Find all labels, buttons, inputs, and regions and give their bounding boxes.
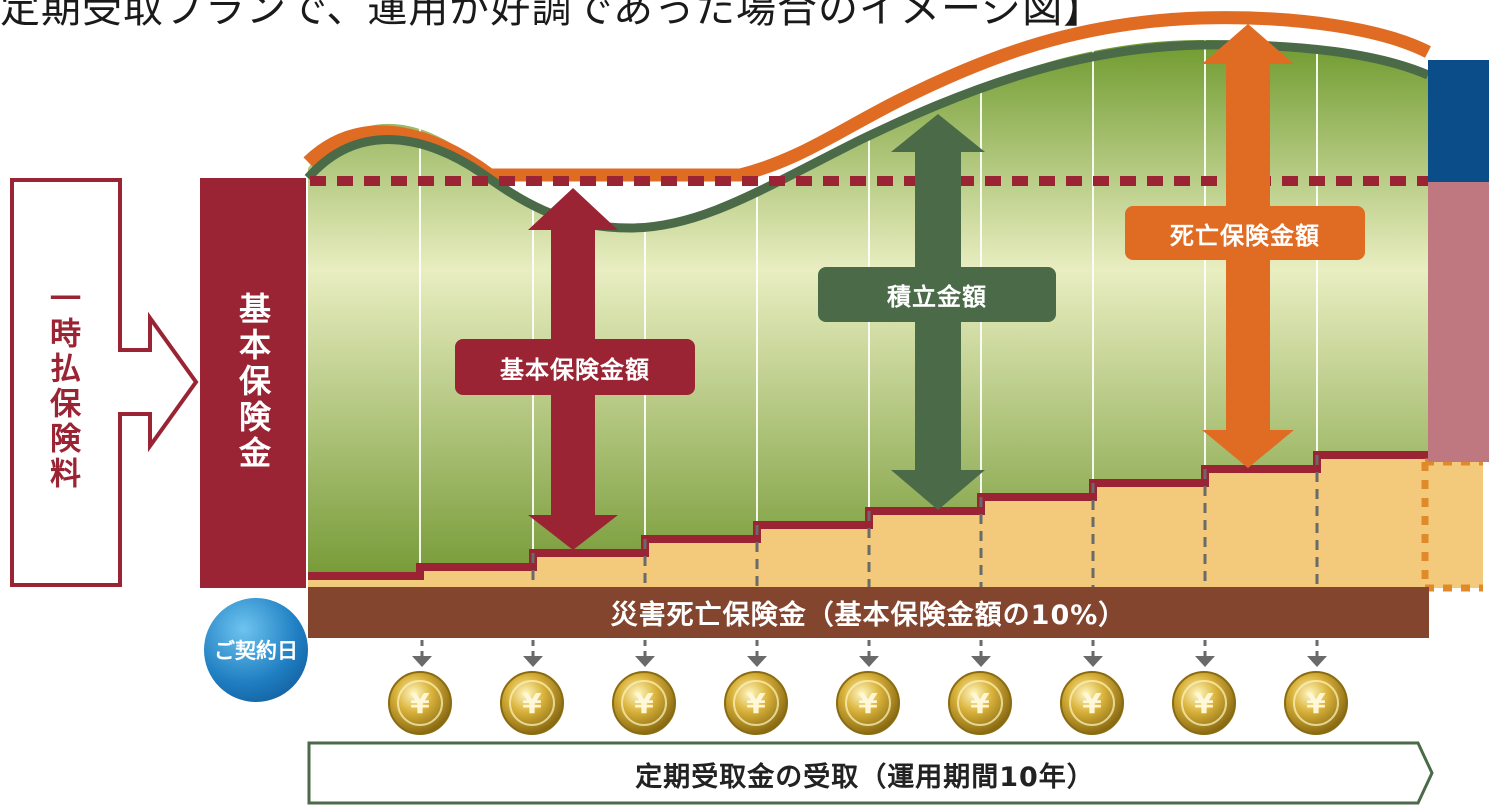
- basic-insurance-block: [200, 178, 306, 588]
- page-title: 定期受取プランで、運用が好調であった場合のイメージ図】: [0, 0, 1105, 32]
- receipt-arrow: [307, 741, 1434, 805]
- svg-text:¥: ¥: [410, 687, 430, 720]
- svg-text:¥: ¥: [522, 687, 542, 720]
- accidental-death-benefit-bar: 災害死亡保険金（基本保険金額の10%）: [308, 587, 1429, 638]
- svg-text:¥: ¥: [858, 687, 878, 720]
- single-premium-label: 一時払保険料: [44, 282, 80, 492]
- periodic-receipt-label: 定期受取金の受取（運用期間10年）: [635, 761, 1095, 793]
- basic-insurance-label: 基本保険金: [234, 292, 272, 472]
- dashed-down-arrow-icon: [412, 640, 1327, 667]
- right-blue-block: [1428, 60, 1489, 182]
- svg-text:¥: ¥: [1082, 687, 1102, 720]
- right-pink-block: [1428, 182, 1489, 462]
- yen-coin-icon: ¥ ¥ ¥ ¥ ¥ ¥ ¥: [388, 671, 1348, 735]
- svg-text:¥: ¥: [1306, 687, 1326, 720]
- single-premium-arrow: [10, 178, 199, 587]
- death-benefit-amount-label: 死亡保険金額: [1125, 206, 1365, 260]
- contract-date-badge: ご契約日: [204, 598, 308, 702]
- svg-text:¥: ¥: [1194, 687, 1214, 720]
- svg-text:¥: ¥: [634, 687, 654, 720]
- svg-text:¥: ¥: [970, 687, 990, 720]
- reserve-amount-label: 積立金額: [818, 267, 1056, 322]
- svg-text:¥: ¥: [746, 687, 766, 720]
- basic-insurance-amount-label: 基本保険金額: [455, 339, 695, 395]
